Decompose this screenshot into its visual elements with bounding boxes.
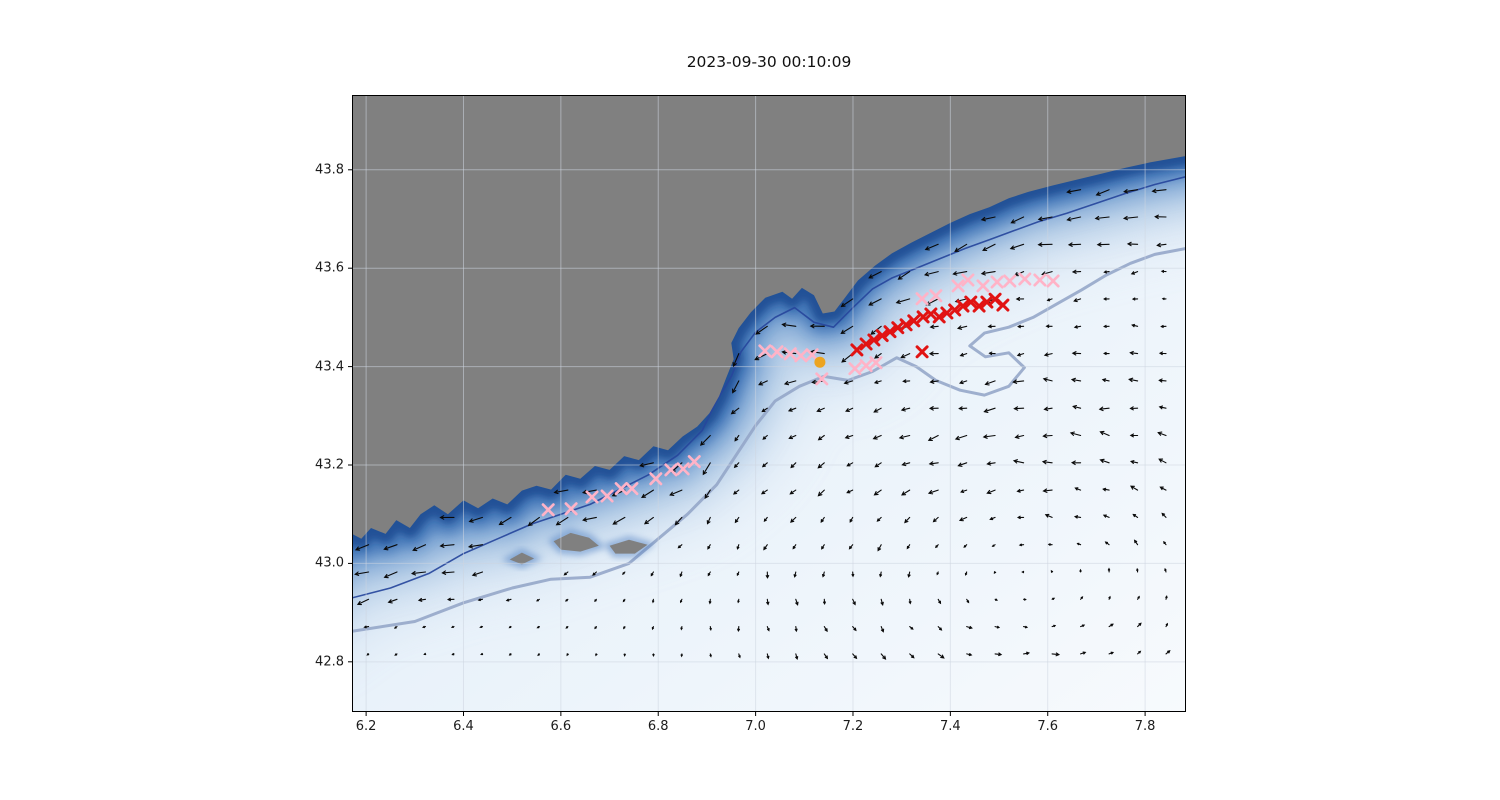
y-tick-label: 43.4 <box>315 359 344 375</box>
y-tick-label: 43.8 <box>315 162 344 178</box>
x-tick-label: 7.2 <box>842 719 864 734</box>
series-pink-track-center <box>758 344 883 386</box>
x-tick-label: 6.4 <box>453 719 474 734</box>
y-tick-label: 43.2 <box>315 457 344 473</box>
y-tick-label: 43.6 <box>315 260 344 276</box>
x-tick-label: 7.6 <box>1037 719 1059 734</box>
x-tick-label: 7.4 <box>940 719 961 734</box>
x-tick-label: 7.8 <box>1134 719 1156 734</box>
map-plot <box>348 95 1186 716</box>
series-pink-track-west <box>541 455 701 517</box>
series-origin-marker <box>814 356 826 368</box>
plot-title: 2023-09-30 00:10:09 <box>686 53 852 71</box>
series-pink-track-east <box>915 272 1060 306</box>
y-tick-label: 43.0 <box>315 555 344 571</box>
x-tick-label: 6.6 <box>550 719 572 734</box>
plot-area: 6.2 6.4 6.6 6.8 7.0 7.2 7.4 7.6 7.8 42.8 43.0 43.2 4… <box>315 95 1186 733</box>
x-tick-label: 6.8 <box>647 719 669 734</box>
x-tick-label: 6.2 <box>355 719 377 734</box>
series-red-track <box>850 292 1010 359</box>
y-tick-label: 42.8 <box>315 654 344 670</box>
x-tick-label: 7.0 <box>745 719 766 734</box>
